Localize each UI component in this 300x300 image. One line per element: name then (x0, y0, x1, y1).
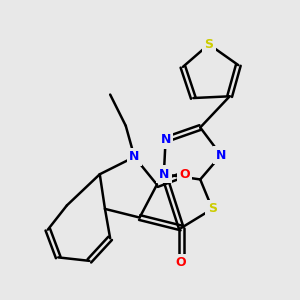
Text: S: S (208, 202, 217, 215)
Text: O: O (176, 256, 187, 269)
Text: S: S (204, 38, 213, 51)
Text: N: N (160, 133, 171, 146)
Text: N: N (129, 150, 140, 164)
Text: N: N (159, 168, 169, 181)
Text: O: O (179, 168, 190, 181)
Text: N: N (216, 149, 226, 162)
